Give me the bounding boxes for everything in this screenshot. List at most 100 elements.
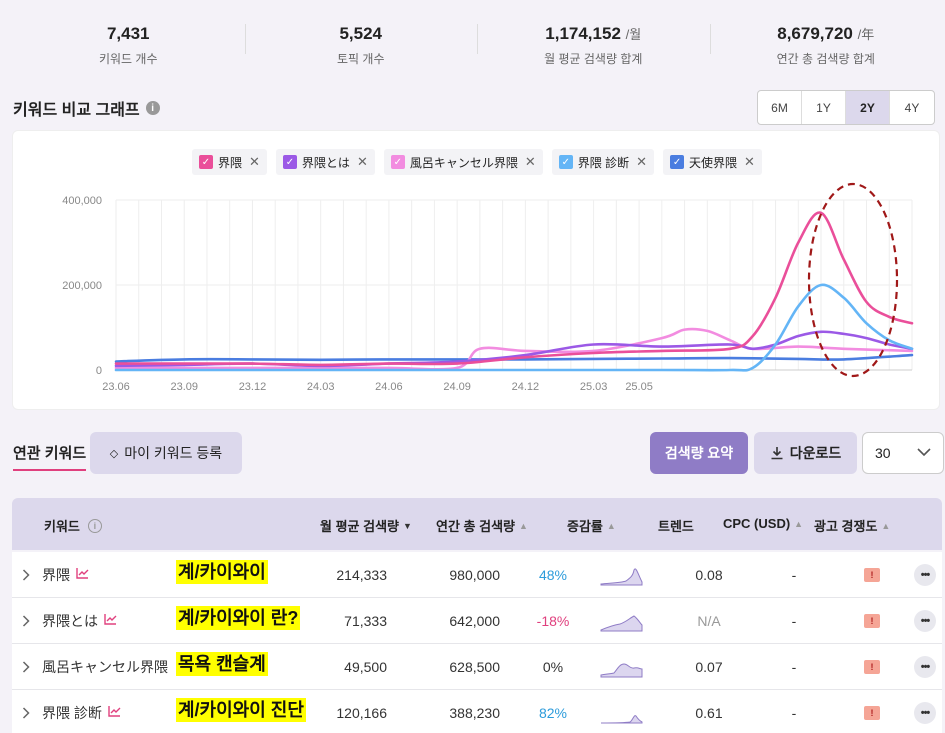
info-icon[interactable]: i [87,518,102,533]
add-my-keyword-button[interactable]: ◇ 마이 키워드 등록 [90,432,242,474]
more-options-button[interactable]: ••• [914,598,936,644]
yearly-volume: 388,230 [449,705,500,721]
legend-label: 界隈 診断 [577,155,630,170]
stat-keyword-count: 7,431 키워드 개수 [12,10,245,72]
bid-value: - [791,613,797,629]
legend-chip[interactable]: ✓ 界隈 ✕ [192,149,267,175]
chevron-right-icon[interactable] [22,690,30,733]
table-header: 키워드 i 월 평균 검색량 ▼ 연간 총 검색량 ▲ 증감률 ▲ 트렌드 CP… [12,498,942,550]
stat-label: 월 평균 검색량 합계 [544,52,643,66]
stat-label: 토픽 개수 [337,52,385,66]
chevron-right-icon[interactable] [22,598,30,644]
download-button[interactable]: 다운로드 [754,432,857,474]
legend-label: 界隈とは [301,155,350,170]
header-growth[interactable]: 증감률 ▲ [567,516,616,535]
yearly-volume: 642,000 [449,613,500,629]
trend-sparkline [600,690,644,733]
stat-monthly-volume: 1,174,152 /월 월 평균 검색량 합계 [477,10,710,72]
alert-icon: ! [864,706,880,720]
x-tick-label: 24.03 [307,381,335,393]
checkbox-checked-icon[interactable]: ✓ [670,155,685,169]
growth-rate: -18% [536,613,570,629]
keyword-text[interactable]: 風呂キャンセル界隈 [42,659,168,675]
header-cpc[interactable]: CPC (USD) ▲ [723,516,803,531]
diamond-icon: ◇ [109,447,119,460]
stat-topic-count: 5,524 토픽 개수 [244,10,478,72]
growth-rate: 48% [538,567,568,583]
sort-asc-icon: ▲ [794,518,804,529]
header-yearly[interactable]: 연간 총 검색량 ▲ [436,516,528,535]
x-tick-label: 24.06 [375,381,403,393]
sort-asc-icon: ▲ [881,520,891,531]
legend-chip[interactable]: ✓ 風呂キャンセル界隈 ✕ [383,149,543,175]
graph-title: 키워드 비교 그래프 i [13,96,160,120]
close-icon[interactable]: ✕ [636,154,648,169]
checkbox-checked-icon[interactable]: ✓ [282,155,297,169]
annotation-highlight: 계/카이와이 란? [176,606,301,630]
header-growth-label: 증감률 [567,519,603,534]
trend-chart-icon[interactable] [104,614,117,628]
trend-chart-icon[interactable] [108,706,121,720]
x-tick-label: 25.03 [580,381,608,393]
x-tick-label: 25.05 [625,381,653,393]
competition-badge: ! [864,690,880,733]
table-row[interactable]: 界隈 診断 계/카이와이 진단 120,166 388,230 82% 0.61… [12,690,942,733]
stat-value: 8,679,720 /年 [777,24,875,43]
line-chart: 0 200,000 400,000 23.06 23.09 23.12 24.03 24.06… [62,182,914,393]
trend-sparkline [600,644,644,690]
graph-title-text: 키워드 비교 그래프 [13,102,140,119]
y-tick-label: 400,000 [62,195,102,207]
range-1y-button[interactable]: 1Y [802,91,846,124]
range-4y-button[interactable]: 4Y [904,100,920,115]
monthly-volume: 71,333 [344,613,387,629]
keyword-cell: 界隈 診断 [42,690,121,733]
keyword-text[interactable]: 界隈 [42,567,70,583]
stat-unit: /年 [857,27,875,42]
close-icon[interactable]: ✕ [356,154,368,169]
header-cpc-label: CPC (USD) [723,516,791,531]
keyword-text[interactable]: 界隈 診断 [42,705,102,721]
more-icon: ••• [914,564,936,586]
cpc-value: 0.08 [695,567,723,583]
close-icon[interactable]: ✕ [744,154,755,169]
legend-chip[interactable]: ✓ 界隈 診断 ✕ [551,149,655,175]
search-volume-summary-button[interactable]: 검색량 요약 [650,432,748,474]
checkbox-checked-icon[interactable]: ✓ [558,155,573,169]
keyword-text[interactable]: 界隈とは [42,613,98,629]
range-2y-button[interactable]: 2Y [846,91,890,124]
alert-icon: ! [864,614,880,628]
table-row[interactable]: 界隈とは 계/카이와이 란? 71,333 642,000 -18% N/A -… [12,598,942,644]
chevron-right-icon[interactable] [22,552,30,598]
yearly-volume: 980,000 [449,567,500,583]
monthly-volume: 49,500 [344,659,387,675]
info-icon[interactable]: i [145,101,160,115]
legend-chip[interactable]: ✓ 界隈とは ✕ [275,149,375,175]
more-options-button[interactable]: ••• [914,690,936,733]
range-6m-button[interactable]: 6M [758,91,802,124]
chart-legend: ✓ 界隈 ✕ ✓ 界隈とは ✕ ✓ 風呂キャンセル界隈 ✕ ✓ 界隈 診断 ✕ ✓ 天使界隈 ✕ [192,149,762,175]
annotation-highlight: 목욕 캔슬계 [176,652,268,676]
close-icon[interactable]: ✕ [249,154,260,169]
more-options-button[interactable]: ••• [914,644,936,690]
legend-chip[interactable]: ✓ 天使界隈 ✕ [663,149,762,175]
yearly-volume: 628,500 [449,659,500,675]
legend-label: 天使界隈 [689,155,738,170]
checkbox-checked-icon[interactable]: ✓ [199,155,213,169]
competition-badge: ! [864,598,880,644]
header-competition[interactable]: 광고 경쟁도 ▲ [814,516,890,535]
rows-per-page-select[interactable]: 30 [862,432,944,474]
more-options-button[interactable]: ••• [914,552,936,598]
table-row[interactable]: 風呂キャンセル界隈 목욕 캔슬계 49,500 628,500 0% 0.07 … [12,644,942,690]
tab-related-keywords[interactable]: 연관 키워드 [13,442,87,471]
close-icon[interactable]: ✕ [524,154,536,169]
checkbox-checked-icon[interactable]: ✓ [390,155,405,169]
keyword-cell: 界隈 [42,552,89,598]
x-tick-label: 23.12 [239,381,267,393]
trend-chart-icon[interactable] [76,568,89,582]
chevron-right-icon[interactable] [22,644,30,690]
header-monthly[interactable]: 월 평균 검색량 ▼ [320,516,412,535]
sort-asc-icon: ▲ [518,520,528,531]
chevron-down-icon [917,446,931,460]
x-tick-label: 23.06 [102,381,130,393]
table-row[interactable]: 界隈 계/카이와이 214,333 980,000 48% 0.08 - ! •… [12,552,942,598]
